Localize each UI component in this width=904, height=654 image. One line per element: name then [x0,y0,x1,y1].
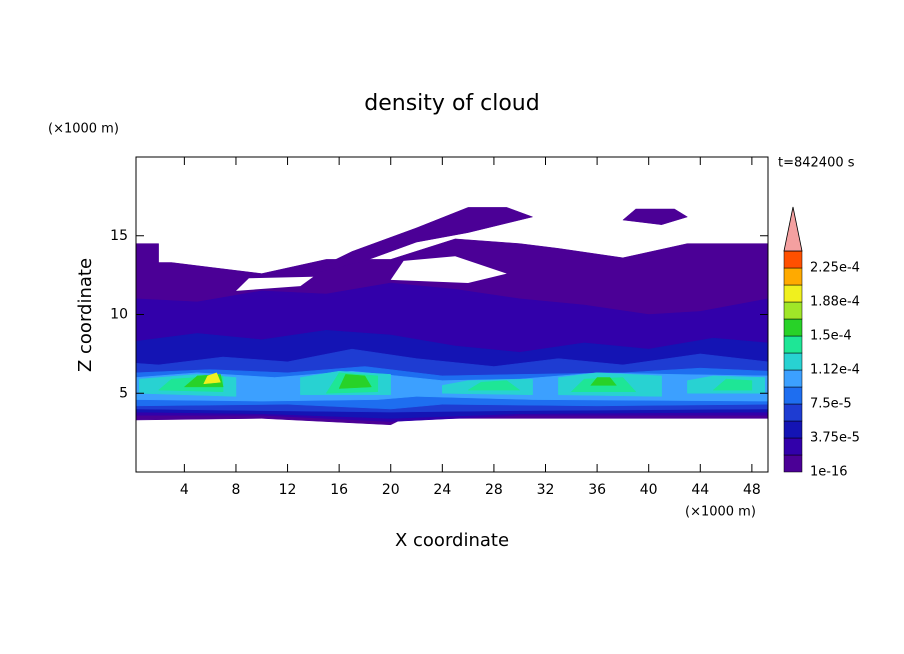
colorbar-label: 1.12e-4 [810,363,860,378]
colorbar-band [783,454,803,473]
colorbar-extend [783,206,803,252]
x-tick-label: 44 [691,482,709,498]
x-tick-label: 12 [279,482,297,498]
colorbar-band [783,403,803,422]
colorbar-band [783,420,803,439]
colorbar-label: 7.5e-5 [810,397,852,412]
colorbar-band [783,437,803,456]
x-axis-label: X coordinate [395,530,509,551]
x-tick-label: 40 [640,482,658,498]
colorbar-label: 1e-16 [810,465,848,480]
contour-region [467,380,521,391]
x-tick-label: 16 [330,482,348,498]
x-tick-label: 24 [433,482,451,498]
x-tick-label: 4 [180,482,189,498]
y-tick-label: 10 [110,307,128,323]
colorbar-band [783,250,803,269]
x-tick-label: 32 [537,482,555,498]
colorbar-band [783,318,803,337]
colorbar-band [783,335,803,354]
y-axis-label: Z coordinate [75,258,96,372]
x-tick-label: 36 [588,482,606,498]
x-tick-label: 8 [231,482,240,498]
x-tick-label: 28 [485,482,503,498]
y-unit: (×1000 m) [48,122,119,137]
colorbar-band [783,267,803,286]
y-tick-label: 5 [119,385,128,401]
contour-region [590,377,617,386]
chart-title: density of cloud [364,91,539,116]
y-tick-label: 15 [110,228,128,244]
contour-region [203,372,221,385]
contour-region [622,208,689,225]
contour-region [338,374,372,389]
colorbar-band [783,369,803,388]
colorbar-label: 2.25e-4 [810,261,860,276]
colorbar-band [783,386,803,405]
x-unit: (×1000 m) [685,505,756,520]
colorbar-label: 3.75e-5 [810,431,860,446]
colorbar-band [783,301,803,320]
colorbar-label: 1.88e-4 [810,295,860,310]
time-annotation: t=842400 s [778,156,855,171]
contour-region [300,207,534,277]
x-tick-label: 48 [743,482,761,498]
colorbar-band [783,284,803,303]
contour-region [712,378,753,391]
colorbar-band [783,352,803,371]
contour-hole [236,276,314,291]
colorbar-label: 1.5e-4 [810,329,852,344]
x-tick-label: 20 [382,482,400,498]
contour-hole [390,256,507,283]
